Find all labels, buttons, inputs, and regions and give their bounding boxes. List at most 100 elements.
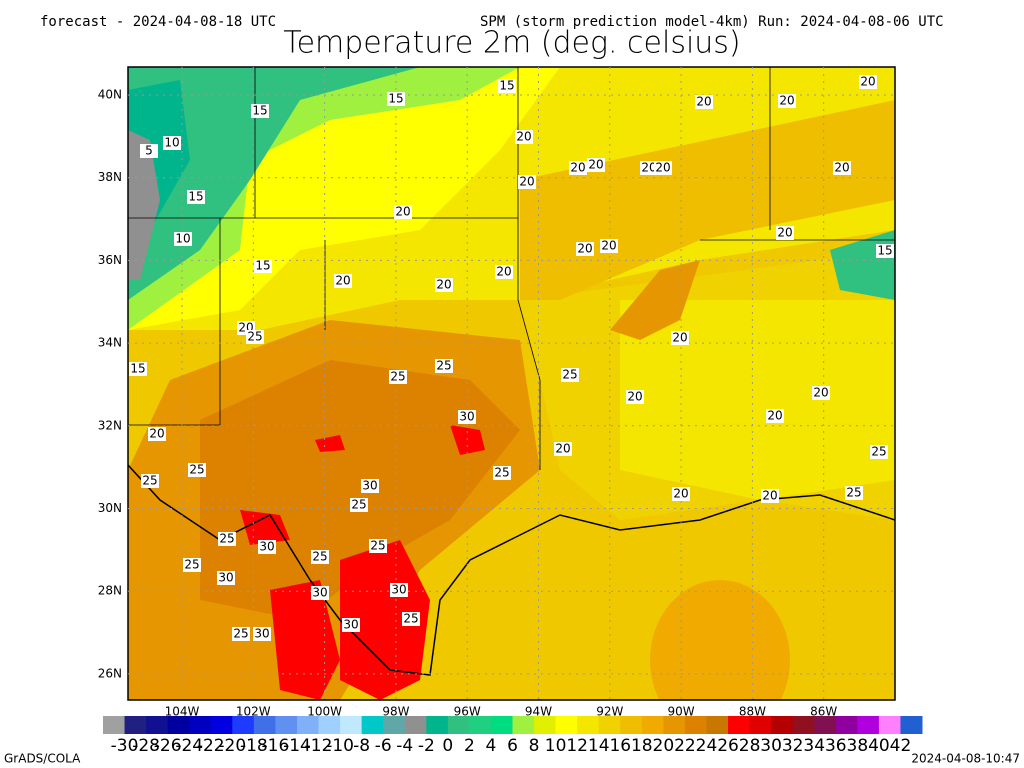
contour-label-bg xyxy=(188,463,206,477)
colorbar-swatch xyxy=(404,716,427,734)
contour-label: 10 xyxy=(175,232,190,246)
contour-label: 20 xyxy=(813,386,828,400)
colorbar-swatch xyxy=(814,716,837,734)
colorbar-label: 16 xyxy=(609,736,631,756)
contour-label-bg xyxy=(458,410,476,424)
colorbar-swatch xyxy=(706,716,729,734)
contour-label-bg xyxy=(342,618,360,632)
contour-label-bg xyxy=(389,370,407,384)
colorbar-swatch xyxy=(512,716,535,734)
contour-label: 20 xyxy=(149,427,164,441)
colorbar-swatch xyxy=(253,716,276,734)
colorbar-swatch xyxy=(232,716,255,734)
colorbar-swatch xyxy=(340,716,363,734)
contour-label: 30 xyxy=(343,618,358,632)
contour-label: 30 xyxy=(218,571,233,585)
colorbar-label: 22 xyxy=(674,736,696,756)
temperature-field xyxy=(128,67,895,700)
contour-label-bg xyxy=(254,259,272,273)
colorbar-label: 2 xyxy=(464,736,475,756)
contour-label-bg xyxy=(870,445,888,459)
lon-label: 96W xyxy=(454,705,481,719)
contour-label: 25 xyxy=(233,627,248,641)
contour-label-bg xyxy=(187,190,205,204)
contour-label: 15 xyxy=(188,190,203,204)
lon-label: 88W xyxy=(739,705,766,719)
lon-label: 90W xyxy=(668,705,695,719)
contour-label-bg xyxy=(876,244,894,258)
contour-label-bg xyxy=(776,226,794,240)
contour-label: 20 xyxy=(655,161,670,175)
colorbar-label: 42 xyxy=(890,736,912,756)
contour-label-bg xyxy=(163,136,181,150)
contour-label-bg xyxy=(129,362,147,376)
contour-label: 20 xyxy=(588,158,603,172)
colorbar-swatch xyxy=(792,716,815,734)
contour-label: 25 xyxy=(390,370,405,384)
forecast-time: forecast - 2024-04-08-18 UTC xyxy=(40,14,276,30)
contour-label: 15 xyxy=(877,244,892,258)
contour-label: 20 xyxy=(516,130,531,144)
colorbar-label: 34 xyxy=(803,736,825,756)
colorbar-label: -2 xyxy=(418,736,435,756)
colorbar-label: 38 xyxy=(847,736,869,756)
contour-label: 30 xyxy=(391,583,406,597)
colorbar-label: -28 xyxy=(132,736,160,756)
contour-label: 25 xyxy=(184,558,199,572)
colorbar-swatch xyxy=(534,716,557,734)
contour-label-bg xyxy=(576,242,594,256)
contour-label-bg xyxy=(600,239,618,253)
contour-label: 30 xyxy=(312,586,327,600)
contour-label: 20 xyxy=(767,409,782,423)
contour-label: 25 xyxy=(247,330,262,344)
contour-label-bg xyxy=(672,487,690,501)
contour-label-bg xyxy=(640,161,658,175)
contour-label-bg xyxy=(435,359,453,373)
colorbar-label: 24 xyxy=(696,736,718,756)
contour-label: 20 xyxy=(601,239,616,253)
contour-label: 20 xyxy=(577,242,592,256)
map-title: Temperature 2m (deg. celsius) xyxy=(283,26,740,61)
lon-label: 104W xyxy=(165,705,200,719)
contour-label-bg xyxy=(569,161,587,175)
colorbar-swatch xyxy=(210,716,233,734)
contour-label: 20 xyxy=(436,278,451,292)
colorbar-swatch xyxy=(296,716,320,734)
colorbar-swatch xyxy=(555,716,578,734)
contour-label: 25 xyxy=(403,612,418,626)
contour-label-bg xyxy=(518,175,536,189)
contour-label: 20 xyxy=(777,226,792,240)
contour-label-bg xyxy=(232,627,250,641)
colorbar-label: 20 xyxy=(653,736,675,756)
lat-label: 36N xyxy=(98,253,122,267)
contour-label: 25 xyxy=(436,359,451,373)
contour-label-bg xyxy=(246,330,264,344)
colorbar-swatch xyxy=(878,716,901,734)
colorbar-swatch xyxy=(749,716,772,734)
contour-label-bg xyxy=(845,486,863,500)
colorbar-label: 10 xyxy=(545,736,567,756)
lon-label: 94W xyxy=(525,705,552,719)
contour-label-bg xyxy=(253,627,271,641)
contour-label-bg xyxy=(369,539,387,553)
colorbar-swatch xyxy=(663,716,686,734)
contour-label: 30 xyxy=(459,410,474,424)
colorbar-swatch xyxy=(124,716,147,734)
lat-label: 30N xyxy=(98,501,122,515)
contour-label-bg xyxy=(778,94,796,108)
colorbar-swatch xyxy=(103,716,126,734)
colorbar-label: -24 xyxy=(175,736,203,756)
colorbar-swatch xyxy=(835,716,858,734)
contour-label: 25 xyxy=(351,498,366,512)
contour-label: 25 xyxy=(219,532,234,546)
contour-label-bg xyxy=(402,612,420,626)
contour-label: 25 xyxy=(312,550,327,564)
colorbar-label: -22 xyxy=(197,736,225,756)
contour-label: 20 xyxy=(834,161,849,175)
contour-label: 5 xyxy=(145,144,153,158)
contour-label-bg xyxy=(812,386,830,400)
contour-label: 10 xyxy=(164,136,179,150)
contour-label-bg xyxy=(515,130,533,144)
